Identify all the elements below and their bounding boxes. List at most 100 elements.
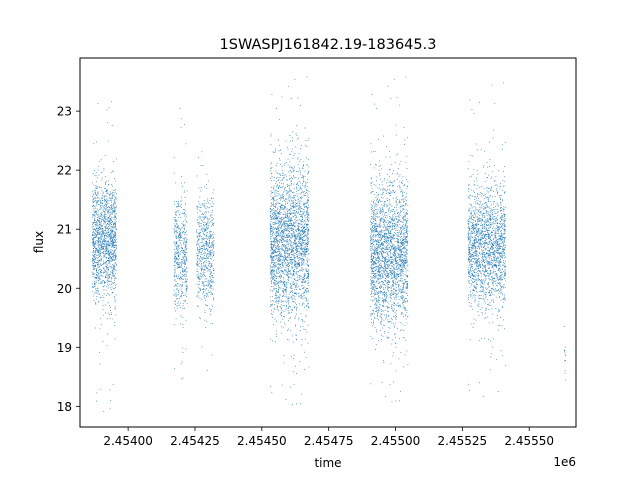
data-point [186, 241, 188, 243]
data-point [178, 237, 180, 239]
data-point [106, 246, 108, 248]
data-point [101, 249, 103, 250]
data-point [92, 286, 93, 288]
data-point [111, 260, 113, 262]
data-point [107, 121, 108, 123]
data-point [277, 226, 279, 228]
data-point [279, 173, 281, 175]
data-point [286, 201, 288, 203]
data-point [111, 286, 113, 288]
data-point [179, 235, 181, 236]
data-point [199, 318, 201, 320]
data-point [105, 235, 107, 236]
data-point [182, 252, 184, 254]
data-point [209, 242, 210, 244]
data-point [291, 199, 293, 201]
data-point [299, 243, 301, 244]
data-point [289, 239, 291, 241]
data-point [107, 282, 108, 284]
data-point [176, 275, 177, 277]
data-point [199, 226, 200, 228]
data-point [290, 183, 292, 185]
data-point [212, 323, 213, 324]
data-point [305, 217, 307, 219]
data-point [308, 213, 309, 215]
data-point [197, 238, 199, 240]
data-point [206, 242, 208, 243]
data-point [303, 264, 305, 266]
data-point [174, 267, 176, 269]
data-point [97, 258, 98, 260]
data-point [304, 211, 305, 213]
data-point [108, 278, 110, 279]
data-point [92, 173, 94, 175]
data-point [304, 290, 306, 291]
data-point [276, 233, 278, 235]
data-point [93, 249, 94, 251]
data-point [101, 172, 103, 174]
data-point [284, 284, 286, 285]
data-point [286, 259, 288, 261]
data-point [183, 228, 185, 230]
data-point [105, 203, 107, 205]
data-point [174, 252, 176, 253]
data-point [283, 240, 285, 242]
data-point [282, 281, 284, 283]
data-point [196, 259, 198, 261]
data-point [300, 285, 302, 287]
data-point [306, 195, 308, 197]
data-point [98, 214, 99, 216]
data-point [278, 221, 280, 223]
data-point [111, 101, 112, 103]
data-point [103, 411, 105, 413]
data-point [199, 317, 200, 319]
data-point [104, 198, 106, 200]
data-point [277, 240, 279, 242]
data-point [211, 247, 212, 248]
data-point [107, 192, 109, 194]
data-point [108, 229, 109, 230]
data-point [113, 200, 115, 202]
data-point [307, 273, 309, 275]
data-point [300, 198, 302, 199]
data-point [304, 246, 306, 248]
data-point [290, 153, 291, 155]
season-points-2008 [269, 76, 310, 406]
data-point [106, 193, 108, 195]
data-point [100, 249, 102, 251]
data-point [287, 266, 289, 268]
data-point [177, 246, 179, 247]
data-point [275, 227, 277, 229]
data-point [308, 218, 310, 220]
data-point [101, 241, 103, 243]
data-point [113, 209, 115, 211]
data-point [273, 189, 275, 191]
data-point [111, 222, 113, 223]
data-point [184, 234, 186, 235]
data-point [283, 205, 284, 207]
data-point [112, 194, 114, 196]
data-point [184, 215, 186, 217]
data-point [180, 247, 182, 249]
data-point [184, 262, 186, 264]
data-point [286, 228, 288, 230]
data-point [280, 212, 282, 213]
data-point [93, 254, 95, 256]
data-point [212, 281, 213, 283]
data-point [109, 261, 111, 263]
data-point [283, 249, 284, 251]
data-point [109, 287, 111, 289]
data-point [114, 338, 116, 340]
data-point [280, 234, 281, 236]
data-point [287, 192, 289, 194]
data-point [294, 211, 296, 213]
data-point [283, 271, 284, 273]
data-point [184, 307, 185, 309]
data-point [300, 187, 301, 189]
data-point [298, 275, 300, 277]
data-point [198, 277, 200, 279]
data-point [196, 236, 198, 237]
data-point [92, 216, 94, 218]
data-point [301, 244, 303, 246]
data-point [198, 234, 200, 236]
